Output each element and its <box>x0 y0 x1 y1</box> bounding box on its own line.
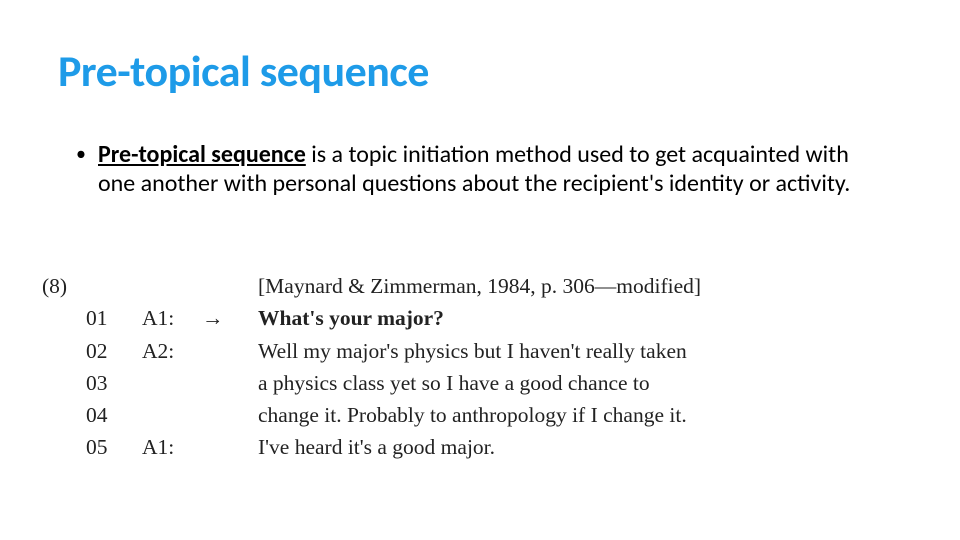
bullet-marker: • <box>76 140 98 199</box>
arrow-cell <box>202 431 258 463</box>
utterance-text: What's your major? <box>258 302 701 334</box>
arrow-cell <box>202 399 258 431</box>
transcript-row: 03 a physics class yet so I have a good … <box>42 367 701 399</box>
transcript-row: 04 change it. Probably to anthropology i… <box>42 399 701 431</box>
slide: Pre-topical sequence • Pre-topical seque… <box>0 0 960 540</box>
defined-term: Pre-topical sequence <box>98 140 306 169</box>
line-number: 02 <box>86 335 142 367</box>
bullet-item: • Pre-topical sequence is a topic initia… <box>76 140 886 199</box>
slide-title: Pre-topical sequence <box>58 44 429 98</box>
body-text: • Pre-topical sequence is a topic initia… <box>76 140 886 199</box>
transcript-table: (8) [Maynard & Zimmerman, 1984, p. 306—m… <box>42 270 701 464</box>
line-number: 04 <box>86 399 142 431</box>
transcript-example: (8) [Maynard & Zimmerman, 1984, p. 306—m… <box>42 270 922 464</box>
speaker-label: A1: <box>142 302 202 334</box>
speaker-label <box>142 367 202 399</box>
speaker-label <box>142 399 202 431</box>
example-ref: (8) <box>42 270 86 302</box>
utterance-text: I've heard it's a good major. <box>258 431 701 463</box>
utterance-text: a physics class yet so I have a good cha… <box>258 367 701 399</box>
utterance-text: change it. Probably to anthropology if I… <box>258 399 701 431</box>
transcript-citation-row: (8) [Maynard & Zimmerman, 1984, p. 306—m… <box>42 270 701 302</box>
example-citation: [Maynard & Zimmerman, 1984, p. 306—modif… <box>258 270 701 302</box>
arrow-cell <box>202 335 258 367</box>
arrow-icon: → <box>202 302 258 334</box>
arrow-cell <box>202 367 258 399</box>
speaker-label: A1: <box>142 431 202 463</box>
line-number: 03 <box>86 367 142 399</box>
line-number: 05 <box>86 431 142 463</box>
bullet-text: Pre-topical sequence is a topic initiati… <box>98 140 886 199</box>
line-number: 01 <box>86 302 142 334</box>
speaker-label: A2: <box>142 335 202 367</box>
transcript-row: 02 A2: Well my major's physics but I hav… <box>42 335 701 367</box>
utterance-text: Well my major's physics but I haven't re… <box>258 335 701 367</box>
transcript-row: 01 A1: → What's your major? <box>42 302 701 334</box>
transcript-row: 05 A1: I've heard it's a good major. <box>42 431 701 463</box>
